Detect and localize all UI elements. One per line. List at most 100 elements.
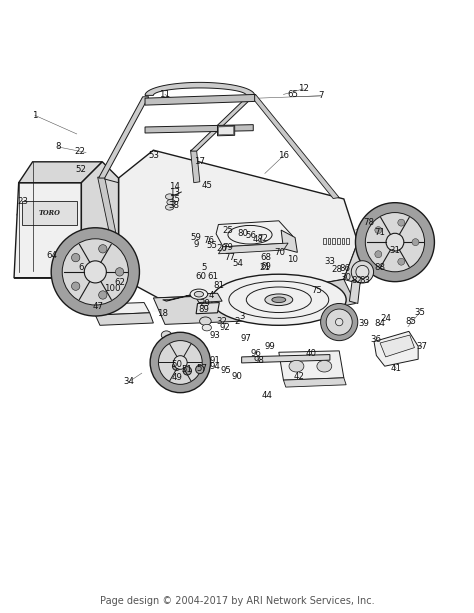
Ellipse shape — [375, 251, 382, 257]
Text: 57: 57 — [197, 364, 208, 373]
Ellipse shape — [326, 309, 352, 335]
Text: 21: 21 — [259, 263, 270, 272]
Text: 95: 95 — [221, 367, 232, 375]
Polygon shape — [216, 221, 293, 247]
Polygon shape — [191, 94, 255, 151]
Ellipse shape — [336, 318, 343, 326]
Text: 44: 44 — [262, 391, 273, 400]
Text: 89: 89 — [198, 305, 209, 314]
Polygon shape — [374, 332, 418, 366]
Ellipse shape — [317, 360, 332, 372]
Text: 15: 15 — [169, 195, 180, 204]
Polygon shape — [191, 150, 200, 183]
Text: 3: 3 — [239, 312, 245, 321]
Ellipse shape — [84, 261, 106, 283]
Text: 7: 7 — [318, 91, 323, 101]
Ellipse shape — [167, 199, 175, 205]
Text: 22: 22 — [74, 147, 85, 156]
Ellipse shape — [356, 265, 369, 278]
Text: 45: 45 — [201, 181, 212, 189]
Text: 23: 23 — [18, 197, 29, 206]
Text: 97: 97 — [241, 334, 252, 343]
Text: 1: 1 — [32, 111, 38, 120]
Text: 92: 92 — [220, 323, 231, 332]
Ellipse shape — [161, 331, 172, 339]
Text: 30: 30 — [341, 273, 352, 281]
Text: 70: 70 — [275, 248, 286, 257]
Ellipse shape — [356, 203, 434, 281]
Polygon shape — [242, 354, 330, 363]
Ellipse shape — [228, 226, 272, 244]
Ellipse shape — [173, 362, 181, 370]
Text: 40: 40 — [306, 349, 317, 358]
Text: 79: 79 — [222, 243, 233, 252]
Ellipse shape — [196, 365, 204, 374]
Ellipse shape — [99, 291, 107, 299]
Text: 14: 14 — [169, 182, 180, 191]
Text: 28: 28 — [331, 265, 342, 274]
Ellipse shape — [398, 258, 405, 265]
Text: 41: 41 — [391, 364, 402, 373]
Polygon shape — [219, 126, 234, 135]
Polygon shape — [95, 313, 154, 326]
Text: 99: 99 — [264, 342, 275, 351]
Text: 55: 55 — [206, 241, 217, 250]
Ellipse shape — [375, 227, 382, 234]
Text: 62: 62 — [114, 278, 126, 287]
Text: 91: 91 — [209, 356, 220, 365]
Ellipse shape — [51, 228, 139, 316]
Text: 68: 68 — [260, 253, 271, 262]
Text: 36: 36 — [371, 335, 382, 345]
Polygon shape — [118, 150, 358, 298]
Text: 32: 32 — [217, 317, 228, 326]
Ellipse shape — [211, 274, 346, 326]
Polygon shape — [281, 230, 297, 253]
Text: 96: 96 — [250, 349, 261, 358]
Text: 77: 77 — [225, 253, 236, 262]
Ellipse shape — [165, 205, 174, 210]
Ellipse shape — [99, 245, 107, 253]
Text: 33: 33 — [324, 257, 336, 266]
Ellipse shape — [202, 324, 211, 331]
Polygon shape — [18, 162, 102, 183]
Text: 6: 6 — [79, 263, 84, 272]
Text: 64: 64 — [46, 251, 58, 260]
Text: 88: 88 — [374, 263, 385, 272]
Polygon shape — [145, 94, 255, 105]
Ellipse shape — [200, 317, 211, 326]
Text: 78: 78 — [363, 218, 374, 227]
Text: 11: 11 — [159, 90, 171, 99]
Polygon shape — [22, 201, 77, 224]
Text: 100: 100 — [104, 284, 121, 293]
Text: 51: 51 — [182, 365, 193, 374]
Ellipse shape — [150, 332, 210, 393]
Polygon shape — [194, 293, 222, 303]
Text: 8: 8 — [55, 142, 61, 151]
Text: 48: 48 — [252, 235, 264, 244]
Ellipse shape — [289, 360, 304, 372]
Text: 39: 39 — [358, 319, 369, 328]
Text: 49: 49 — [171, 373, 182, 383]
Text: 83: 83 — [359, 276, 370, 285]
Text: 85: 85 — [406, 317, 417, 326]
Polygon shape — [283, 378, 346, 387]
Text: 98: 98 — [254, 356, 265, 365]
Text: 80: 80 — [237, 229, 248, 238]
Polygon shape — [14, 276, 118, 278]
Text: 93: 93 — [209, 332, 220, 340]
Ellipse shape — [115, 268, 124, 276]
Ellipse shape — [398, 219, 405, 226]
Polygon shape — [145, 124, 253, 133]
Text: 17: 17 — [194, 158, 205, 166]
Ellipse shape — [386, 234, 404, 251]
Text: 18: 18 — [157, 309, 168, 318]
Ellipse shape — [365, 213, 425, 272]
Polygon shape — [99, 97, 149, 178]
Text: 84: 84 — [374, 319, 385, 328]
Ellipse shape — [183, 367, 191, 375]
Text: 82: 82 — [351, 276, 362, 285]
Ellipse shape — [72, 282, 80, 291]
Ellipse shape — [173, 356, 187, 369]
Text: ARI: ARI — [151, 243, 323, 331]
Text: 69: 69 — [260, 262, 271, 271]
